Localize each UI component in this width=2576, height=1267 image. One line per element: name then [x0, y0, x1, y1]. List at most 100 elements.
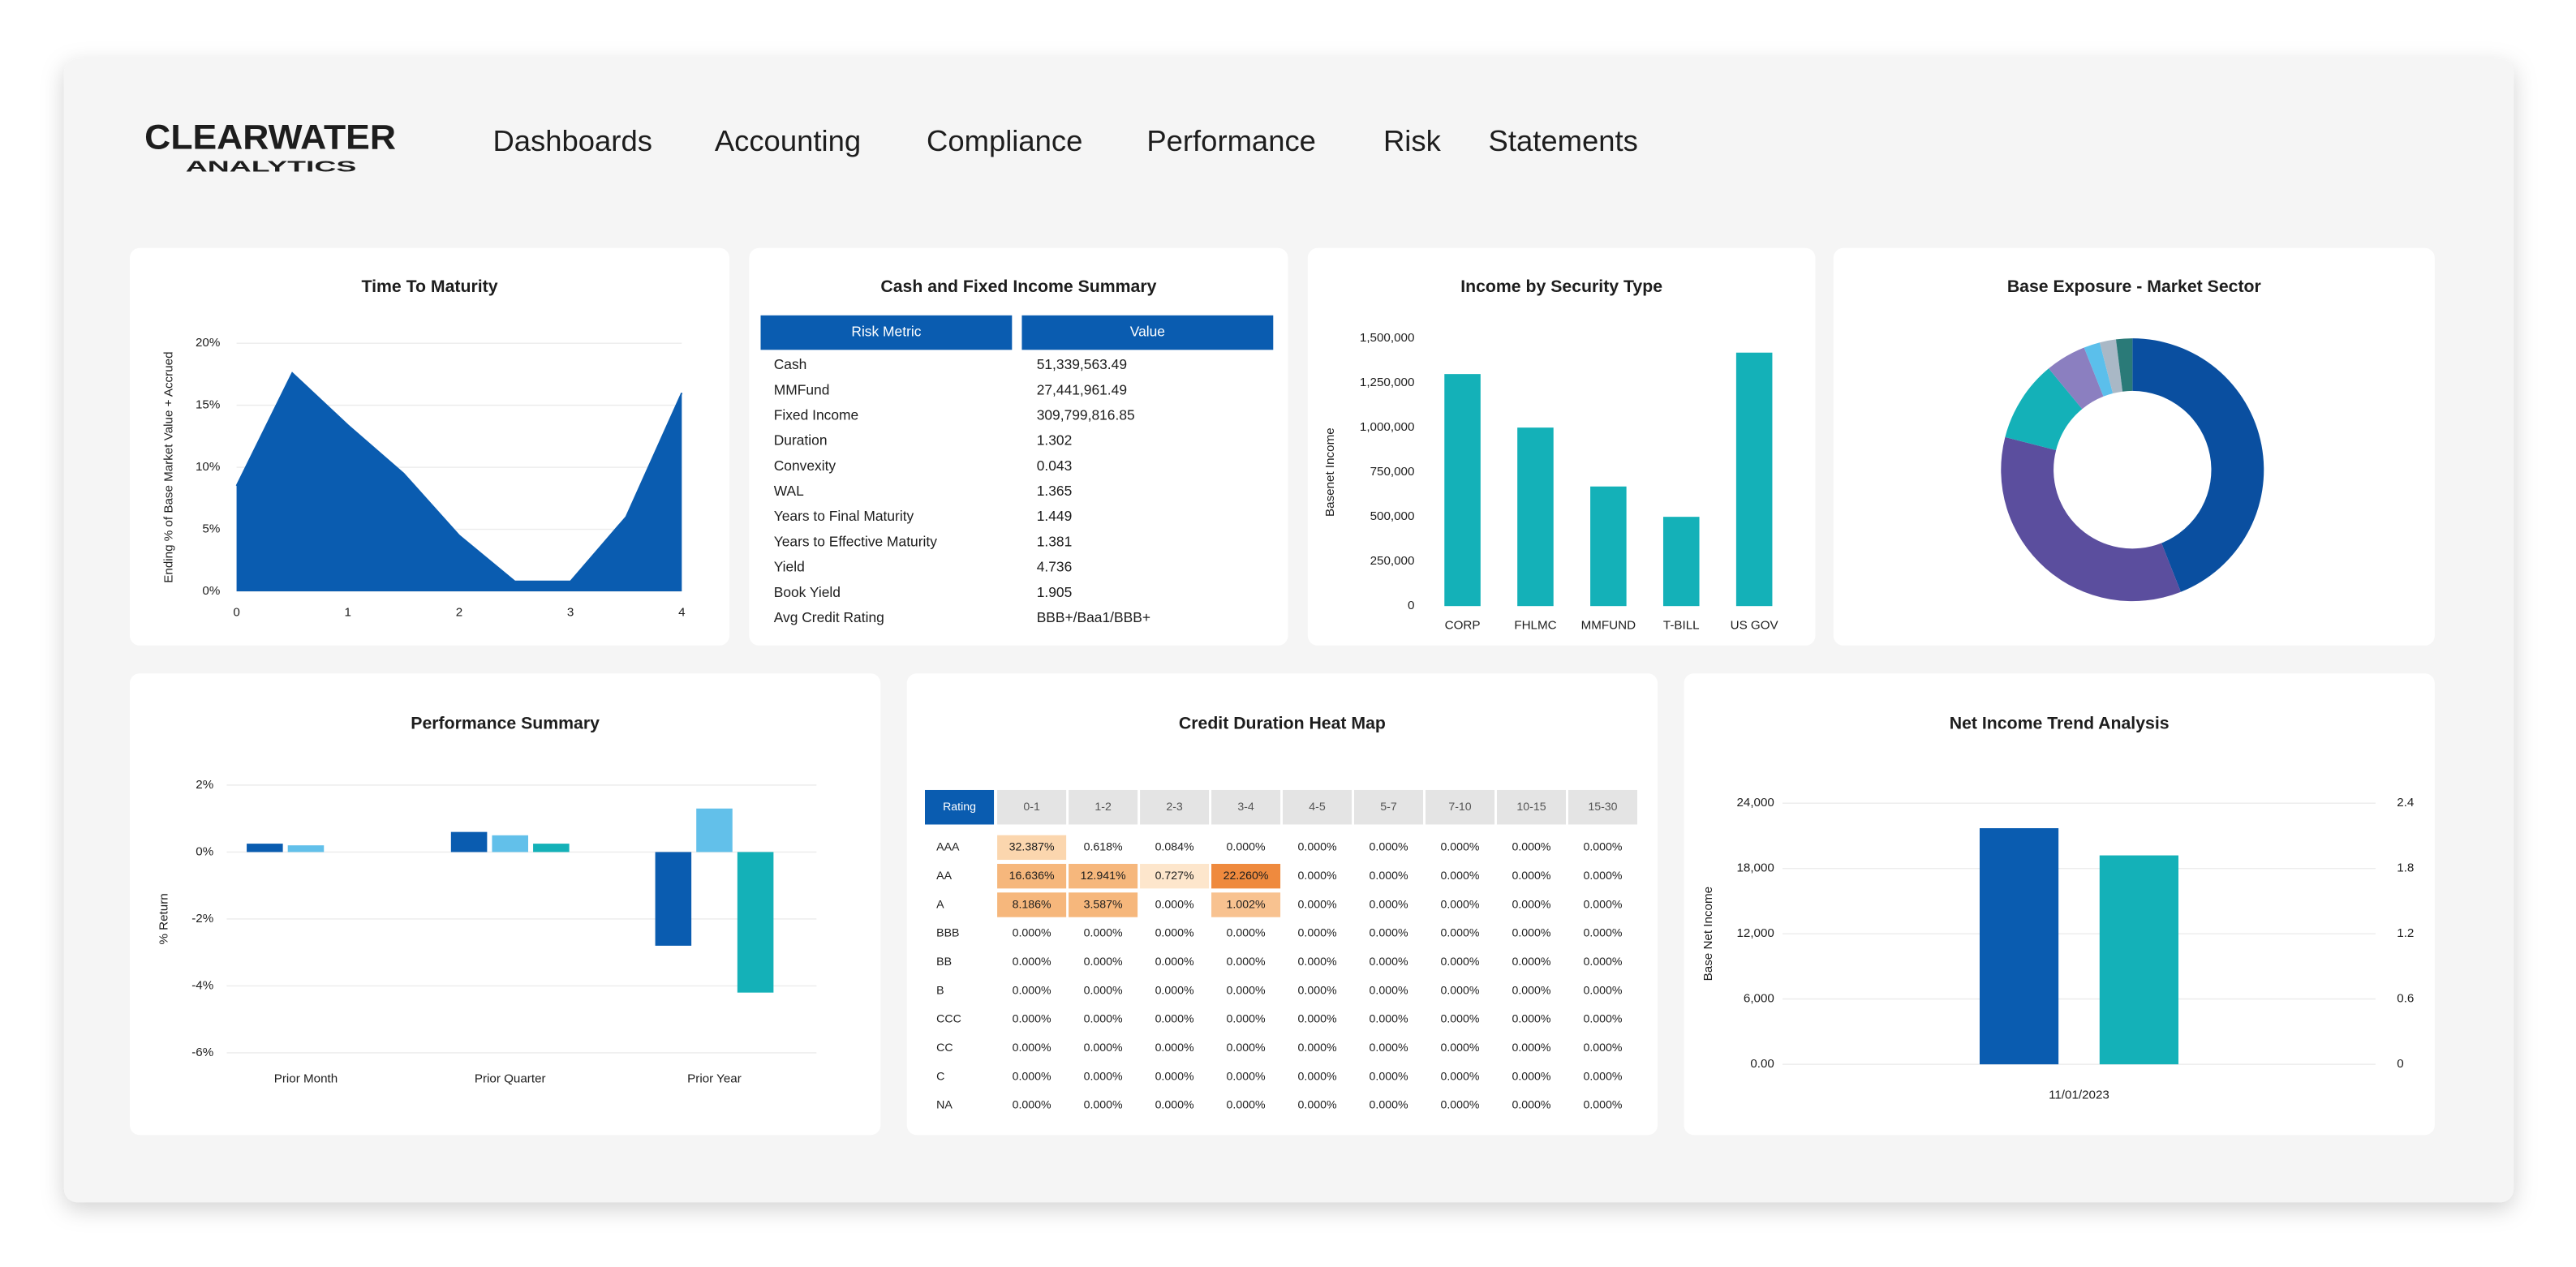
heatmap-cell: 0.000% — [1084, 984, 1123, 997]
nav-link[interactable]: Risk — [1383, 124, 1442, 157]
bar — [450, 831, 488, 853]
table-cell: Fixed Income — [774, 407, 858, 423]
y-tick-label: 250,000 — [1370, 554, 1415, 568]
x-tick-label: 1 — [345, 605, 351, 619]
y-tick-label: 1.8 — [2397, 861, 2414, 875]
heatmap-cell: 12.941% — [1081, 870, 1126, 883]
donut-slice — [2049, 347, 2104, 410]
y-tick-label: -2% — [191, 912, 213, 926]
heatmap-header: 7-10 — [1448, 801, 1471, 814]
heatmap-cell: 0.000% — [1298, 898, 1337, 911]
y-tick-label: 0 — [2397, 1057, 2403, 1071]
heatmap-cell: 0.000% — [1370, 927, 1408, 940]
heatmap-cell: 0.000% — [1583, 927, 1622, 940]
heatmap-header: Rating — [943, 801, 976, 814]
y-tick-label: 15% — [196, 398, 220, 412]
heatmap-cell: B — [936, 984, 944, 997]
table-cell: MMFund — [774, 381, 830, 397]
heatmap-cell: 0.000% — [1512, 1070, 1550, 1083]
chart-title: Income by Security Type — [1460, 277, 1662, 296]
bar — [1590, 486, 1627, 607]
heatmap-header-cell — [925, 789, 995, 825]
table-cell: Duration — [774, 432, 828, 449]
y-tick-label: 0.6 — [2397, 992, 2414, 1006]
heatmap-cell: 22.260% — [1223, 870, 1269, 883]
heatmap-cell: 0.618% — [1084, 841, 1123, 854]
heatmap-cell: 0.000% — [1370, 956, 1408, 969]
x-tick-label: 3 — [567, 605, 574, 619]
heatmap-cell: A — [936, 898, 944, 911]
heatmap-header: 4-5 — [1309, 801, 1326, 814]
heatmap-cell: 0.000% — [1298, 984, 1337, 997]
heatmap-cell: 0.000% — [1440, 927, 1479, 940]
bar — [287, 845, 325, 853]
table-cell: 27,441,961.49 — [1037, 381, 1127, 397]
heatmap-cell: 0.000% — [1298, 1070, 1337, 1083]
donut-slice — [2115, 338, 2133, 392]
nav-link[interactable]: Compliance — [927, 124, 1082, 157]
heatmap-cell: 0.000% — [1227, 841, 1266, 854]
heatmap-cell: 0.000% — [1155, 1042, 1194, 1054]
x-tick-label: 4 — [678, 605, 685, 619]
table-cell: 51,339,563.49 — [1037, 356, 1127, 372]
heatmap-cell: 0.000% — [1440, 841, 1479, 854]
x-tick-label: Prior Month — [274, 1072, 338, 1085]
heatmap-cell: 0.000% — [1440, 1042, 1479, 1054]
nav-link[interactable]: Performance — [1146, 124, 1316, 157]
donut-slice — [2099, 339, 2123, 393]
bar — [1735, 352, 1773, 607]
y-tick-label: 24,000 — [1736, 796, 1774, 810]
heatmap-cell: 0.000% — [1370, 1099, 1408, 1112]
heatmap-cell: 0.000% — [1583, 898, 1622, 911]
heatmap-cell: CCC — [936, 1013, 961, 1026]
nav-link[interactable]: Accounting — [715, 124, 861, 157]
donut-slice — [2005, 368, 2083, 450]
y-tick-label: -6% — [191, 1046, 213, 1059]
heatmap-header-cell — [1069, 789, 1138, 825]
heatmap-cell: AA — [936, 870, 952, 883]
chart-title: Base Exposure - Market Sector — [2007, 277, 2261, 296]
heatmap-cell: 0.000% — [1583, 1099, 1622, 1112]
table-cell: BBB+/Baa1/BBB+ — [1037, 609, 1150, 625]
heatmap-header: 3-4 — [1237, 801, 1254, 814]
heatmap-cell: 0.000% — [1512, 870, 1550, 883]
heatmap-cell: 0.000% — [1227, 1013, 1266, 1026]
heatmap-cell: 0.000% — [1512, 841, 1550, 854]
heatmap-cell: CC — [936, 1042, 953, 1054]
heatmap-cell: 0.000% — [1583, 1042, 1622, 1054]
x-tick-label: Prior Year — [687, 1072, 742, 1085]
table-header: Value — [1130, 324, 1165, 340]
chart-title: Time To Maturity — [361, 277, 497, 296]
table-cell: Convexity — [774, 457, 836, 474]
table-cell: 1.381 — [1037, 533, 1073, 549]
heatmap-cell: 0.000% — [1084, 1013, 1123, 1026]
heatmap-cell: 0.000% — [1370, 898, 1408, 911]
heatmap-cell: 0.000% — [1370, 984, 1408, 997]
heatmap-cell: 0.000% — [1013, 1013, 1051, 1026]
nav-link[interactable]: Dashboards — [492, 124, 652, 157]
x-tick-label: 0 — [233, 605, 239, 619]
nav-link[interactable]: Statements — [1489, 124, 1638, 157]
table-header-cell — [760, 315, 1013, 350]
logo-wordmark: CLEARWATER — [144, 118, 396, 157]
heatmap-cell: 8.186% — [1013, 898, 1051, 911]
logo-tagline: ANALYTICS — [186, 158, 357, 174]
heatmap-cell: 0.000% — [1370, 841, 1408, 854]
heatmap-cell: 0.000% — [1440, 956, 1479, 969]
heatmap-cell: 0.000% — [1440, 1013, 1479, 1026]
heatmap-cell: 0.000% — [1227, 984, 1266, 997]
x-tick-label: US GOV — [1731, 618, 1779, 632]
y-axis-label: Ending % of Base Market Value + Accrued — [162, 351, 176, 582]
heatmap-cell: 0.000% — [1227, 1099, 1266, 1112]
heatmap-cell: 0.000% — [1155, 1070, 1194, 1083]
table-cell: 0.043 — [1037, 457, 1073, 474]
heatmap-cell: 0.000% — [1583, 1013, 1622, 1026]
heatmap-header-cell — [1354, 789, 1424, 825]
heatmap-cell: 0.000% — [1013, 1042, 1051, 1054]
y-tick-label: 1,000,000 — [1360, 420, 1415, 434]
heatmap-cell: 0.000% — [1155, 927, 1194, 940]
heatmap-highlight — [1211, 863, 1281, 889]
heatmap-header-cell — [1140, 789, 1210, 825]
heatmap-cell: 0.000% — [1583, 870, 1622, 883]
x-tick-label: T-BILL — [1663, 618, 1700, 632]
